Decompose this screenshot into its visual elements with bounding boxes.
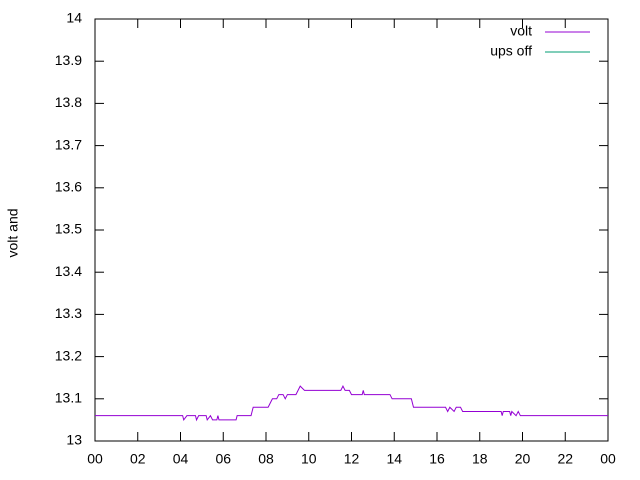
x-tick-label: 06	[215, 451, 231, 467]
y-tick-label: 13.6	[55, 179, 82, 195]
y-tick-label: 13.8	[55, 94, 82, 110]
x-tick-label: 20	[515, 451, 531, 467]
x-tick-label: 00	[600, 451, 616, 467]
x-tick-label: 10	[301, 451, 317, 467]
x-tick-label: 18	[472, 451, 488, 467]
y-tick-label: 13	[66, 432, 82, 448]
y-tick-label: 13.3	[55, 305, 82, 321]
x-tick-label: 00	[87, 451, 103, 467]
x-tick-label: 08	[258, 451, 274, 467]
legend-label: ups off	[490, 43, 532, 59]
y-tick-label: 13.2	[55, 347, 82, 363]
x-tick-label: 14	[386, 451, 402, 467]
series-line	[95, 385, 608, 422]
x-tick-label: 16	[429, 451, 445, 467]
y-tick-label: 13.7	[55, 136, 82, 152]
y-tick-label: 14	[66, 10, 82, 26]
legend-label: volt	[510, 23, 532, 39]
x-tick-label: 22	[557, 451, 573, 467]
y-axis-label: volt and	[5, 208, 21, 257]
x-tick-label: 04	[173, 451, 189, 467]
x-tick-label: 12	[344, 451, 360, 467]
y-tick-label: 13.4	[55, 263, 82, 279]
y-tick-label: 13.9	[55, 52, 82, 68]
x-tick-label: 02	[130, 451, 146, 467]
y-tick-label: 13.5	[55, 221, 82, 237]
y-tick-label: 13.1	[55, 390, 82, 406]
plot-border	[94, 18, 609, 442]
